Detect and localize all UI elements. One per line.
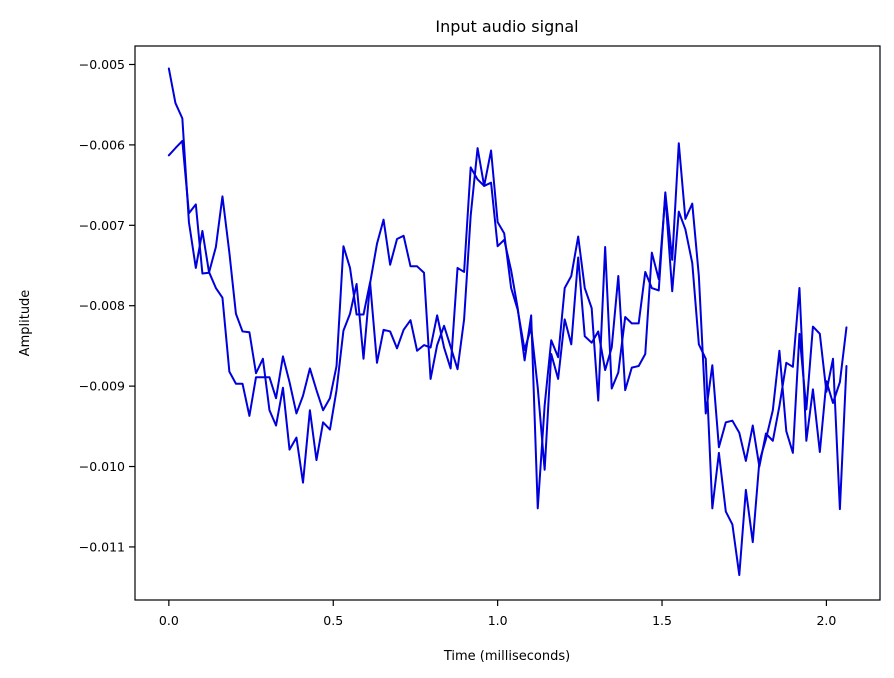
plot-area [167, 67, 848, 577]
y-axis-ticks: −0.005 −0.006 −0.007 −0.008 −0.009 −0.010 −0.0… [79, 57, 135, 554]
x-tick-label: 1.0 [488, 613, 508, 628]
x-tick-label: 0.5 [323, 613, 343, 628]
y-tick-label: −0.007 [79, 218, 125, 233]
series-line-2 [167, 139, 848, 577]
x-axis-label: Time (milliseconds) [443, 649, 570, 664]
y-tick-label: −0.008 [79, 298, 125, 313]
axes-frame [134, 45, 881, 601]
x-tick-label: 0.0 [159, 613, 179, 628]
y-tick-label: −0.009 [79, 379, 125, 394]
y-tick-label: −0.010 [79, 459, 125, 474]
y-tick-label: −0.005 [79, 57, 125, 72]
y-tick-label: −0.011 [79, 539, 125, 554]
x-tick-label: 2.0 [816, 613, 836, 628]
chart-title: Input audio signal [435, 17, 578, 36]
series-line-1 [167, 67, 848, 510]
x-axis-ticks: 0.0 0.5 1.0 1.5 2.0 [159, 600, 836, 628]
x-tick-label: 1.5 [652, 613, 672, 628]
y-axis-label: Amplitude [18, 290, 33, 357]
y-tick-label: −0.006 [79, 137, 125, 152]
